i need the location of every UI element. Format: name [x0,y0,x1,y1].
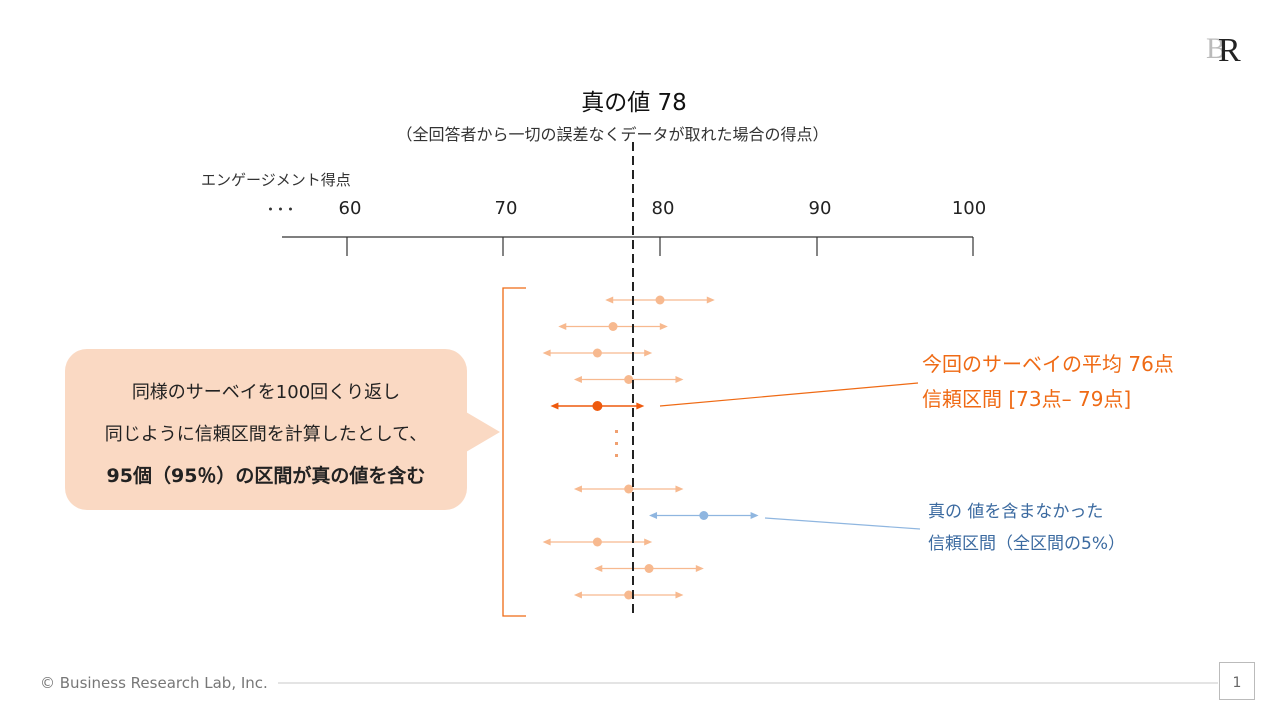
interval-mean-point [592,348,602,358]
interval-arrowhead [649,512,658,519]
continuation-dots [615,430,618,457]
interval-arrowhead [542,349,551,357]
interval-arrowhead [573,485,582,493]
interval-arrowhead [573,591,582,599]
interval-mark [558,322,668,331]
copyright-text: © Business Research Lab, Inc. [40,674,268,692]
speech-bubble-tail [466,412,500,452]
interval-mean-point [655,295,665,305]
axis-ellipsis: ･･･ [266,200,296,221]
interval-mark [605,295,715,305]
interval-arrowhead [558,323,567,330]
interval-mean-point [699,511,709,520]
miss-interval-mark [649,511,759,520]
group-bracket [502,287,526,617]
interval-arrowhead [644,349,653,357]
interval-arrowhead [594,565,603,572]
interval-arrowhead [659,323,668,330]
interval-arrowhead [573,376,582,383]
interval-mean-point [644,564,654,573]
page-subtitle: （全回答者から一切の誤差なくデータが取れた場合の得点） [396,125,829,144]
axis-ticks [346,237,974,256]
page-title: 真の値 78 [581,90,687,116]
interval-mean-point [624,484,634,494]
current-survey-interval: 信頼区間 [73点– 79点] [922,387,1132,411]
bubble-line-3: 95個（95％）の区間が真の値を含む [106,465,426,487]
miss-interval-label-1: 真の 値を含まなかった [928,502,1104,522]
svg-text:R: R [1218,32,1241,66]
interval-mean-point [608,322,618,331]
confidence-intervals [542,295,759,600]
interval-arrowhead [542,538,551,546]
interval-arrowhead [675,376,684,383]
current-survey-interval-mark [550,401,645,411]
interval-mean-point [624,590,634,600]
miss-callout-line [764,517,921,530]
interval-arrowhead [706,296,715,304]
bubble-line-2: 同じように信頼区間を計算したとして、 [104,424,428,445]
interval-arrowhead [675,591,684,599]
interval-arrowhead [550,402,559,410]
interval-mark [542,537,653,547]
current-survey-mean: 今回のサーベイの平均 76点 [922,352,1174,376]
interval-arrowhead [605,296,614,304]
interval-arrowhead [636,402,645,410]
svg-text:B: B [1206,32,1226,65]
speech-bubble [65,349,467,510]
interval-arrowhead [644,538,653,546]
tick-label: 70 [494,198,518,219]
bubble-line-1: 同様のサーベイを100回くり返し [131,382,401,403]
interval-mean-point [592,537,602,547]
interval-mark [594,564,704,573]
interval-arrowhead [750,512,759,519]
tick-label: 80 [651,198,675,219]
footer-rule [278,682,1218,684]
tick-label: 60 [338,198,362,219]
tick-label: 90 [808,198,832,219]
axis-label: エンゲージメント得点 [201,171,351,189]
interval-mark [542,348,653,358]
interval-mean-point [592,401,603,411]
miss-interval-label-2: 信頼区間（全区間の5%） [928,534,1125,554]
interval-arrowhead [695,565,704,572]
current-callout-line [659,382,919,407]
page-number: 1 [1219,662,1255,700]
interval-mark [573,590,684,600]
interval-mark [573,484,684,494]
interval-mark [573,375,684,384]
tick-label: 100 [951,198,987,219]
company-logo: B R [1206,32,1241,66]
interval-mean-point [624,375,634,384]
interval-arrowhead [675,485,684,493]
